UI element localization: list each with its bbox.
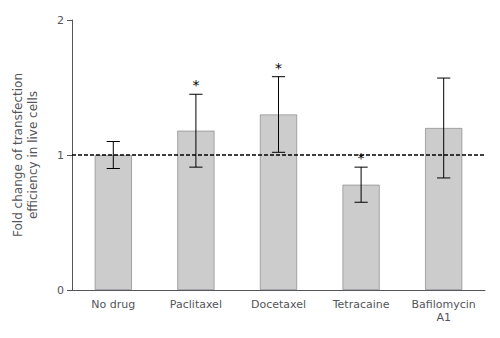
svg-text:Fold change of transfection: Fold change of transfection	[11, 73, 25, 237]
svg-text:Paclitaxel: Paclitaxel	[170, 298, 222, 311]
svg-text:*: *	[192, 77, 199, 93]
svg-text:1: 1	[57, 149, 64, 162]
svg-text:A1: A1	[436, 311, 451, 324]
svg-text:*: *	[275, 60, 282, 76]
svg-text:Tetracaine: Tetracaine	[332, 298, 390, 311]
svg-text:efficiency in live cells: efficiency in live cells	[26, 91, 40, 219]
svg-text:No drug: No drug	[91, 298, 135, 311]
svg-text:0: 0	[57, 284, 64, 297]
svg-text:2: 2	[57, 14, 64, 27]
svg-text:Docetaxel: Docetaxel	[251, 298, 306, 311]
svg-text:*: *	[358, 150, 365, 166]
svg-text:Bafilomycin: Bafilomycin	[412, 298, 476, 311]
